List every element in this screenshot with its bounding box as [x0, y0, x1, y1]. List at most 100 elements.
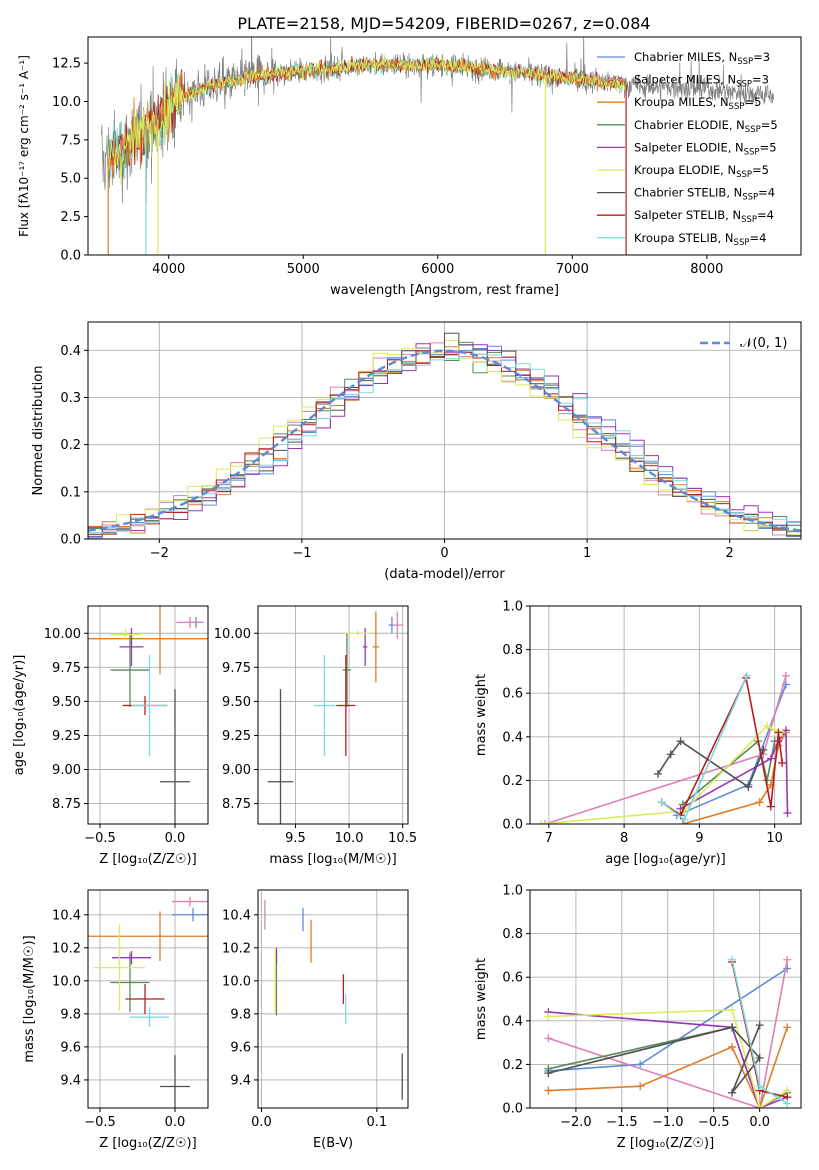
- errorbar-kroupa_miles: [88, 606, 208, 675]
- errorbar-salpeter_miles: [391, 611, 403, 639]
- y-axis-label: age [log₁₀(age/yr)]: [12, 655, 27, 776]
- y-axis-label: Flux [fλ10⁻¹⁷ erg cm⁻² s⁻¹ A⁻¹]: [17, 55, 31, 237]
- series-marker: [783, 964, 792, 973]
- y-tick-label: 9.6: [60, 1040, 81, 1055]
- y-tick-label: 7.5: [60, 133, 81, 148]
- series-marker: [728, 955, 737, 964]
- axes-frame: [257, 889, 409, 1109]
- errorbar-salpeter_miles: [176, 616, 204, 628]
- y-tick-label: 0.4: [502, 1014, 523, 1029]
- x-tick-label: −1: [292, 546, 311, 561]
- y-tick-label: 0.0: [60, 533, 81, 548]
- y-tick-label: 10.00: [214, 627, 251, 642]
- series-marker: [544, 1012, 553, 1021]
- x-tick-label: 2: [726, 546, 734, 561]
- x-axis-label: wavelength [Angstrom, rest frame]: [330, 283, 559, 298]
- x-axis-label: Z [log₁₀(Z/Z☉)]: [617, 1136, 714, 1151]
- y-tick-label: 9.4: [230, 1073, 251, 1088]
- series-marker: [783, 955, 792, 964]
- series-kroupa_stelib: [728, 955, 792, 1108]
- axes-frame: [87, 889, 209, 1109]
- errorbar-kroupa_stelib: [130, 1007, 169, 1028]
- plot-area: [88, 606, 208, 824]
- x-tick-label: 10.0: [335, 831, 364, 846]
- series-marker: [537, 820, 546, 824]
- y-tick-label: 9.75: [222, 661, 251, 676]
- series-marker: [766, 754, 775, 763]
- x-tick-label: 7: [545, 831, 553, 846]
- x-tick-label: 0.0: [165, 1115, 186, 1130]
- x-tick-label: 0.0: [165, 831, 186, 846]
- gridlines: [258, 606, 408, 824]
- series-marker: [755, 798, 764, 807]
- y-tick-label: 0.2: [502, 774, 523, 789]
- x-axis-label: mass [log₁₀(M/M☉)]: [269, 852, 396, 867]
- legend-label-chabrier_elodie: Chabrier ELODIE, NSSP=5: [634, 118, 778, 135]
- series-marker: [657, 798, 666, 807]
- y-tick-label: 9.4: [60, 1073, 81, 1088]
- plot-area: [267, 611, 403, 824]
- figure-title: PLATE=2158, MJD=54209, FIBERID=0267, z=0…: [237, 14, 650, 33]
- series-marker: [544, 1086, 553, 1095]
- legend-label-salpeter_miles: Salpeter MILES, NSSP=3: [634, 73, 769, 90]
- legend-label-chabrier_miles: Chabrier MILES, NSSP=3: [634, 50, 770, 67]
- y-tick-label: 0.4: [502, 730, 523, 745]
- chart-spectrum: 4000 5000 6000 7000 8000 0.0 2.5 5.0 7.5 10.0 12.5…: [17, 36, 802, 298]
- x-axis-label: Z [log₁₀(Z/Z☉)]: [99, 1136, 196, 1151]
- gridlines: [530, 605, 801, 825]
- y-tick-label: 2.5: [60, 210, 81, 225]
- series-marker: [728, 1023, 737, 1032]
- x-tick-label: 9: [695, 831, 703, 846]
- x-tick-label: 10: [766, 831, 783, 846]
- series-marker: [781, 671, 790, 680]
- y-tick-label: 10.00: [44, 627, 81, 642]
- axes-frame: [87, 36, 802, 256]
- series-marker: [763, 721, 772, 730]
- x-tick-label: 0.1: [367, 1115, 388, 1130]
- y-tick-label: 9.00: [222, 763, 251, 778]
- y-tick-label: 9.8: [230, 1007, 251, 1022]
- x-axis-label: Z [log₁₀(Z/Z☉)]: [99, 852, 196, 867]
- y-tick-label: 9.00: [52, 763, 81, 778]
- y-tick-label: 0.8: [502, 927, 523, 942]
- y-tick-label: 10.0: [222, 974, 251, 989]
- plot-area: [88, 332, 801, 539]
- gridlines: [258, 890, 408, 1108]
- series-kroupa_elodie: [537, 721, 787, 824]
- y-tick-label: 10.4: [222, 908, 251, 923]
- errorbar-kroupa_stelib: [131, 655, 168, 756]
- series-salpeter_elodie: [676, 726, 792, 818]
- y-tick-label: 0.0: [60, 249, 81, 264]
- series-salpeter_miles: [544, 955, 792, 1108]
- series-marker: [755, 1082, 764, 1091]
- series-line: [541, 724, 783, 824]
- series-marker: [636, 1060, 645, 1069]
- series-marker: [728, 1042, 737, 1051]
- y-tick-label: 10.0: [52, 95, 81, 110]
- axes-frame: [87, 605, 209, 825]
- errorbar-salpeter_stelib: [336, 655, 356, 756]
- y-tick-label: 9.75: [52, 661, 81, 676]
- y-tick-label: 9.25: [52, 729, 81, 744]
- series-marker: [778, 758, 787, 767]
- y-tick-label: 0.0: [502, 1102, 523, 1117]
- series-marker: [541, 820, 550, 824]
- series-marker: [783, 1023, 792, 1032]
- x-tick-label: 0.0: [251, 1115, 272, 1130]
- x-axis-label: age [log₁₀(age/yr)]: [605, 852, 726, 867]
- chart-mass_vs_ebv: 0.0 0.1 9.4 9.6 9.8 10.0 10.2 10.4 E(B-V): [222, 889, 409, 1151]
- y-tick-label: 10.0: [52, 974, 81, 989]
- x-tick-label: 4000: [152, 262, 185, 277]
- series-marker: [666, 750, 675, 759]
- series-marker: [766, 802, 775, 811]
- y-tick-label: 10.4: [52, 908, 81, 923]
- y-tick-label: 1.0: [502, 600, 523, 615]
- errorbar-chabrier_stelib: [267, 689, 294, 824]
- series-kroupa_stelib: [657, 671, 751, 824]
- series-marker: [783, 1099, 792, 1108]
- series-line: [548, 1011, 788, 1108]
- errorbar-kroupa_miles: [88, 911, 208, 962]
- series-marker: [676, 737, 685, 746]
- errorbar-chabrier_miles: [172, 908, 208, 922]
